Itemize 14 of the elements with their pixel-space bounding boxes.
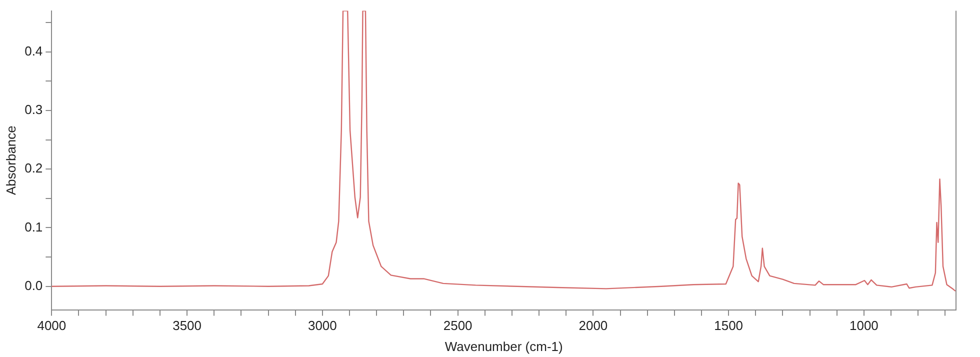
y-tick-label: 0.3 xyxy=(24,102,43,118)
x-tick-label: 1000 xyxy=(849,318,878,334)
x-tick-label: 2000 xyxy=(578,318,608,334)
y-axis-title: Absorbance xyxy=(3,126,18,195)
x-axis-title: Wavenumber (cm-1) xyxy=(444,338,563,354)
y-tick-label: 0.0 xyxy=(24,278,43,293)
x-tick-label: 3500 xyxy=(172,318,202,334)
x-tick-label: 2500 xyxy=(443,318,472,334)
y-tick-label: 0.4 xyxy=(24,43,43,58)
x-tick-label: 3000 xyxy=(308,318,337,334)
x-tick-label: 4000 xyxy=(37,318,66,334)
y-tick-label: 0.1 xyxy=(24,219,43,234)
y-tick-label: 0.2 xyxy=(24,160,43,176)
x-tick-label: 1500 xyxy=(714,318,744,334)
